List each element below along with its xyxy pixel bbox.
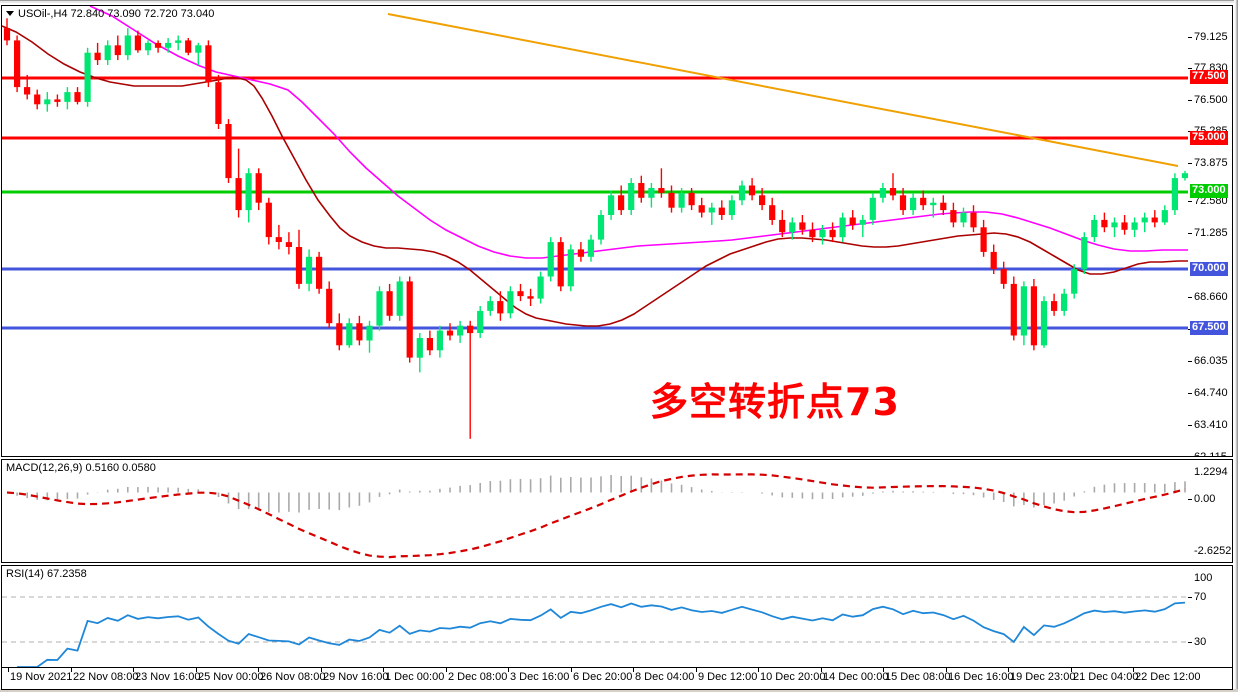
time-tick-label: 10 Dec 20:00: [760, 671, 826, 683]
rsi-line: [17, 601, 1186, 667]
macd-svg: [6, 473, 1186, 559]
time-tick-mark: [196, 668, 197, 672]
window-bottom-border: [0, 689, 1238, 692]
time-tick-label: 25 Nov 00:00: [198, 671, 264, 683]
time-tick-mark: [946, 668, 947, 672]
time-tick-label: 22 Nov 08:00: [73, 671, 139, 683]
time-tick-label: 6 Dec 20:00: [573, 671, 633, 683]
time-tick-label: 14 Dec 00:00: [823, 671, 889, 683]
ma-slow-magenta: [89, 6, 1188, 259]
time-tick-label: 26 Nov 08:00: [260, 671, 326, 683]
time-tick-label: 19 Nov 2021: [10, 671, 73, 683]
window-right-border: [1234, 0, 1238, 692]
candlestick-series: [3, 18, 1188, 439]
rsi-plot-area[interactable]: [2, 566, 1190, 667]
time-tick-mark: [883, 668, 884, 672]
time-tick-mark: [8, 668, 9, 672]
chart-annotation-text: 多空转折点73: [650, 380, 900, 424]
price-chart-panel[interactable]: 多空转折点73 79.125 77.830 76.500 75.285 73.8…: [1, 5, 1233, 457]
time-tick-mark: [821, 668, 822, 672]
rsi-svg: [2, 596, 1190, 667]
time-tick-label: 8 Dec 04:00: [635, 671, 695, 683]
time-tick-label: 15 Dec 08:00: [885, 671, 951, 683]
trendline-orange: [387, 13, 1179, 167]
macd-panel-header: MACD(12,26,9) 0.5160 0.0580: [6, 462, 156, 474]
time-tick-mark: [1133, 668, 1134, 672]
time-tick-label: 3 Dec 16:00: [510, 671, 570, 683]
price-panel-header: USOil-,H4 72.840 73.090 72.720 73.040: [6, 8, 214, 21]
time-tick-mark: [258, 668, 259, 672]
rsi-indicator-panel[interactable]: 100 70 30 RSI(14) 67.2358: [1, 565, 1233, 668]
time-tick-mark: [508, 668, 509, 672]
macd-value-scale[interactable]: 1.2294 0.00 -2.6252: [1188, 460, 1232, 562]
time-tick-mark: [321, 668, 322, 672]
price-svg: [2, 6, 1190, 439]
macd-signal-line: [6, 473, 1186, 559]
time-tick-mark: [571, 668, 572, 672]
time-tick-label: 1 Dec 00:00: [385, 671, 445, 683]
price-value-scale[interactable]: 79.125 77.830 76.500 75.285 73.875 72.58…: [1188, 6, 1232, 456]
time-tick-mark: [383, 668, 384, 672]
time-tick-mark: [133, 668, 134, 672]
time-tick-label: 19 Dec 23:00: [1010, 671, 1076, 683]
price-plot-area[interactable]: [2, 6, 1190, 456]
time-tick-mark: [758, 668, 759, 672]
time-tick-mark: [696, 668, 697, 672]
time-tick-mark: [71, 668, 72, 672]
time-tick-label: 23 Nov 16:00: [135, 671, 201, 683]
time-tick-label: 9 Dec 12:00: [698, 671, 758, 683]
time-axis[interactable]: 19 Nov 2021 22 Nov 08:00 23 Nov 16:00 25 No…: [1, 668, 1233, 690]
macd-indicator-panel[interactable]: 1.2294 0.00 -2.6252 MACD(12,26,9) 0.5160…: [1, 459, 1233, 563]
time-tick-mark: [1071, 668, 1072, 672]
ma-fast-darkred: [2, 25, 1188, 327]
time-tick-mark: [1008, 668, 1009, 672]
time-tick-label: 21 Dec 04:00: [1073, 671, 1139, 683]
macd-plot-area[interactable]: [2, 460, 1190, 562]
time-tick-label: 29 Nov 16:00: [323, 671, 389, 683]
window-top-border: [0, 0, 1238, 5]
time-tick-label: 16 Dec 16:00: [948, 671, 1014, 683]
time-tick-mark: [633, 668, 634, 672]
macd-histogram: [16, 475, 1186, 513]
time-tick-mark: [446, 668, 447, 672]
time-tick-label: 22 Dec 12:00: [1135, 671, 1201, 683]
collapse-triangle-icon[interactable]: [6, 11, 14, 16]
rsi-value-scale[interactable]: 100 70 30: [1188, 566, 1232, 667]
rsi-panel-header: RSI(14) 67.2358: [6, 568, 87, 580]
symbol-ohlc-text: USOil-,H4 72.840 73.090 72.720 73.040: [18, 8, 215, 20]
time-tick-label: 2 Dec 08:00: [448, 671, 508, 683]
